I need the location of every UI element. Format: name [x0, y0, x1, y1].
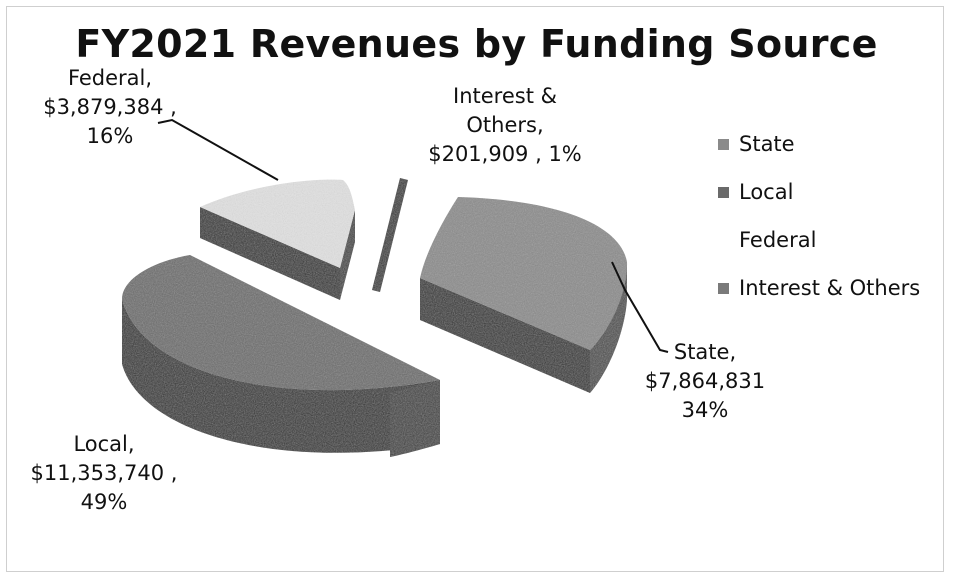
- legend-item-interest-others: Interest & Others: [718, 264, 920, 312]
- label-state-name: State,: [673, 340, 737, 364]
- slice-state-side: [420, 278, 590, 393]
- chart-title: FY2021 Revenues by Funding Source: [75, 22, 878, 66]
- legend-swatch-interest-others: [718, 282, 729, 294]
- legend-item-federal: Federal: [718, 216, 920, 264]
- label-state-value: $7,864,831: [644, 369, 766, 393]
- label-state-percent: 34%: [681, 398, 729, 422]
- label-federal-value: $3,879,384 ,: [43, 95, 177, 119]
- pie-slice-local: [122, 255, 440, 457]
- legend-label-local: Local: [739, 180, 794, 204]
- data-label-state: State, $7,864,831 34%: [630, 338, 780, 425]
- legend-item-local: Local: [718, 168, 920, 216]
- slice-local-front: [390, 380, 440, 457]
- label-interest-name-2: Others,: [466, 113, 544, 137]
- legend-swatch-federal: [718, 234, 729, 246]
- chart-legend: State Local Federal Interest & Others: [718, 120, 920, 312]
- pie-slice-interest-others: [372, 178, 408, 292]
- slice-local-top: [122, 255, 440, 391]
- legend-swatch-state: [718, 138, 729, 150]
- label-local-value: $11,353,740 ,: [30, 461, 178, 485]
- data-label-interest-others: Interest & Others, $201,909 , 1%: [410, 82, 600, 169]
- legend-swatch-local: [718, 186, 729, 198]
- legend-item-state: State: [718, 120, 920, 168]
- slice-federal-side-left: [200, 207, 340, 300]
- slice-federal-side-right: [340, 210, 355, 300]
- label-local-name: Local,: [73, 432, 135, 456]
- leader-line-federal: [157, 118, 279, 181]
- label-interest-value: $201,909 , 1%: [428, 142, 582, 166]
- label-federal-percent: 16%: [86, 124, 134, 148]
- slice-local-side: [122, 299, 440, 453]
- label-federal-name: Federal,: [67, 66, 153, 90]
- data-label-federal: Federal, $3,879,384 , 16%: [20, 64, 200, 151]
- label-interest-name-1: Interest &: [453, 84, 557, 108]
- label-local-percent: 49%: [80, 490, 128, 514]
- slice-interest-side: [372, 178, 408, 292]
- leader-line-state: [611, 261, 669, 353]
- slice-federal-top: [200, 179, 355, 268]
- data-label-local: Local, $11,353,740 , 49%: [14, 430, 194, 517]
- slice-state-side2: [590, 262, 627, 393]
- legend-label-interest-others: Interest & Others: [739, 276, 921, 300]
- pie-slice-state: [420, 197, 628, 393]
- legend-label-federal: Federal: [739, 228, 817, 252]
- slice-state-top: [420, 197, 628, 350]
- pie-slice-federal: [200, 179, 355, 300]
- legend-label-state: State: [739, 132, 795, 156]
